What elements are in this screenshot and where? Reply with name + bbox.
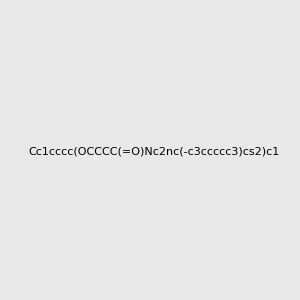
- Text: Cc1cccc(OCCCC(=O)Nc2nc(-c3ccccc3)cs2)c1: Cc1cccc(OCCCC(=O)Nc2nc(-c3ccccc3)cs2)c1: [28, 146, 279, 157]
